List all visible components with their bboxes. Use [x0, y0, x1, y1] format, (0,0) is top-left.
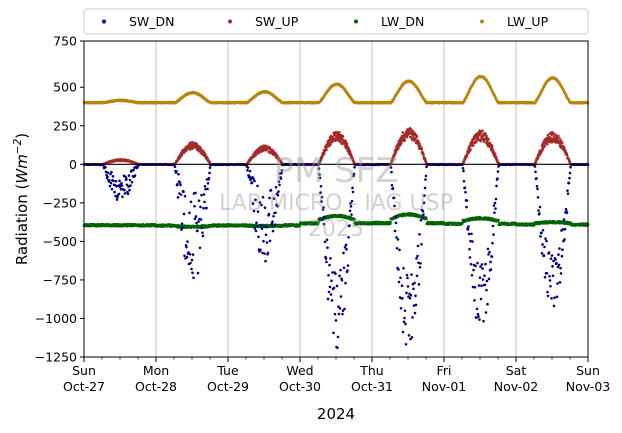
plot-area	[84, 41, 588, 357]
data-point	[497, 218, 500, 222]
legend-label: SW_UP	[255, 14, 299, 29]
legend-label: LW_UP	[507, 14, 549, 29]
data-point	[389, 221, 392, 224]
data-point	[317, 221, 320, 224]
series-lw-up	[82, 74, 590, 105]
series-lw-dn	[82, 212, 590, 230]
legend-label: LW_DN	[381, 14, 424, 29]
data-point	[257, 151, 261, 155]
legend: SW_DN SW_UP LW_DN LW_UP	[83, 8, 589, 35]
legend-marker	[228, 19, 232, 24]
legend-marker	[480, 19, 484, 24]
data-point	[425, 217, 428, 220]
data-points	[82, 74, 590, 350]
plot-background	[84, 41, 588, 357]
data-point	[199, 146, 203, 150]
legend-marker	[102, 19, 106, 24]
x-gridlines	[155, 41, 517, 357]
legend-marker	[354, 19, 358, 24]
legend-label: SW_DN	[129, 14, 175, 29]
legend-box	[83, 8, 589, 35]
